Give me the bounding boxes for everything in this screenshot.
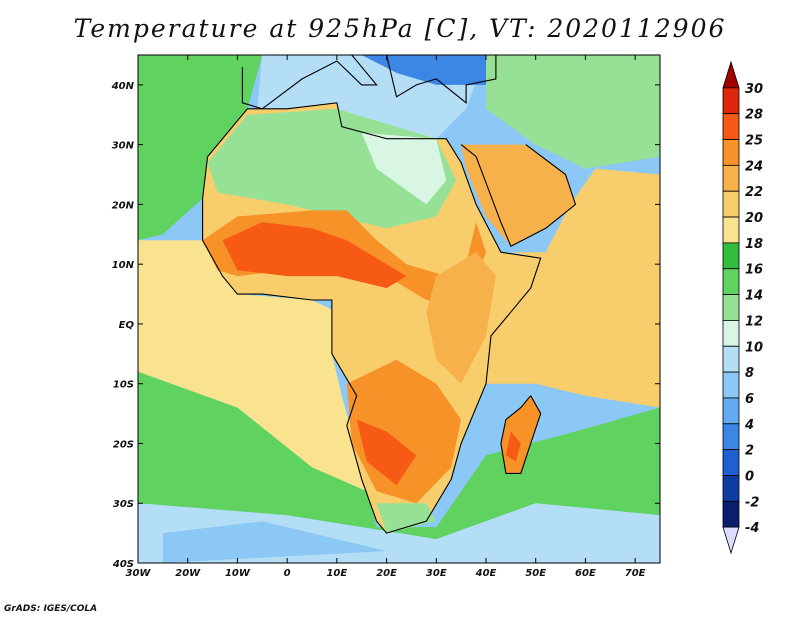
grads-credit: GrADS: IGES/COLA	[4, 604, 98, 614]
colorbar-segment	[722, 475, 740, 502]
lat-label: 10S	[113, 380, 134, 391]
coast-madagascar-coast	[500, 395, 542, 474]
colorbar-segment	[722, 423, 740, 451]
lon-label: 20W	[175, 568, 201, 579]
region-arabia	[461, 144, 576, 247]
lon-label: 0	[284, 568, 291, 579]
lon-label: 50E	[525, 568, 546, 579]
colorbar-label: 24	[745, 159, 763, 174]
colorbar-segment	[722, 500, 740, 528]
lon-label: 30E	[426, 568, 447, 579]
lat-label: 30N	[112, 141, 135, 152]
lon-label: 30W	[126, 568, 152, 579]
region-sahel-core	[222, 222, 407, 289]
colorbar-label: 30	[745, 82, 763, 97]
region-indian-ocean	[486, 168, 660, 408]
coastlines	[202, 55, 577, 534]
region-europe-cold	[361, 55, 511, 85]
colorbar-label: 0	[745, 469, 754, 484]
colorbar-segment	[722, 139, 740, 166]
lon-label: 10W	[225, 568, 251, 579]
lat-label: 40N	[111, 81, 135, 92]
lat-label: 20N	[112, 200, 135, 211]
region-madagascar-core	[505, 431, 521, 462]
colorbar-segment	[722, 113, 740, 140]
region-south-cape	[376, 503, 437, 534]
lon-label: 70E	[625, 568, 646, 579]
colorbar-label: -4	[745, 521, 759, 536]
coast-greece-turkey-coast	[386, 55, 497, 104]
colorbar-label: -2	[745, 495, 759, 510]
colorbar-label: 10	[745, 340, 763, 355]
colorbar-segment	[722, 87, 740, 115]
lon-label: 60E	[575, 568, 596, 579]
colorbar-segment	[722, 345, 740, 373]
colorbar-label: 16	[745, 263, 763, 278]
region-sahara-pale	[361, 132, 447, 205]
colorbar-segment	[722, 190, 740, 218]
colorbar-label: 25	[745, 134, 763, 149]
colorbar-segment	[722, 216, 740, 244]
colorbar-segment	[722, 164, 740, 192]
lon-label: 40E	[475, 568, 497, 579]
colorbar-label: 18	[745, 237, 763, 252]
lat-label: 40S	[112, 559, 134, 570]
colorbar-label: 2	[745, 444, 754, 459]
colorbar-top-triangle	[722, 60, 740, 89]
colorbar-segment	[722, 449, 740, 476]
lat-label: 10N	[112, 260, 135, 271]
map-title: Temperature at 925hPa [C], VT: 202011290…	[73, 14, 727, 43]
coast-europe-coast	[241, 55, 378, 110]
region-north-atlantic	[138, 55, 263, 241]
colorbar-label: 28	[745, 108, 763, 123]
colorbar-label: 4	[744, 418, 754, 433]
colorbar-segment	[722, 242, 740, 270]
colorbar-label: 20	[745, 211, 763, 226]
colorbar-label: 12	[745, 314, 763, 329]
lat-label: EQ	[119, 320, 135, 331]
colorbar-segment	[722, 294, 740, 321]
coast-africa-coast	[202, 102, 542, 534]
colorbar-label: 22	[745, 185, 763, 200]
region-kalahari-core	[356, 419, 417, 486]
lon-label: 10E	[326, 568, 347, 579]
colorbar-segment	[722, 397, 740, 425]
lat-label: 20S	[113, 439, 134, 450]
colorbar-label: 8	[745, 366, 754, 381]
region-east-africa-hot	[426, 252, 496, 384]
colorbar-bottom-triangle	[722, 526, 740, 555]
region-southern-cold	[162, 521, 387, 563]
lat-label: 30S	[113, 499, 134, 510]
colorbar-segment	[722, 320, 740, 347]
region-south-ocean-green	[138, 371, 660, 540]
coast-arabia-coast	[460, 144, 577, 247]
temperature-field	[138, 55, 660, 563]
region-asia-cool	[486, 55, 660, 169]
colorbar-segment	[722, 268, 740, 295]
map-frame	[137, 54, 661, 564]
colorbar-segment	[722, 371, 740, 399]
region-tropical-belt	[138, 240, 367, 492]
lon-label: 20E	[376, 568, 397, 579]
colorbar-label: 14	[745, 289, 763, 304]
colorbar-label: 6	[745, 392, 754, 407]
